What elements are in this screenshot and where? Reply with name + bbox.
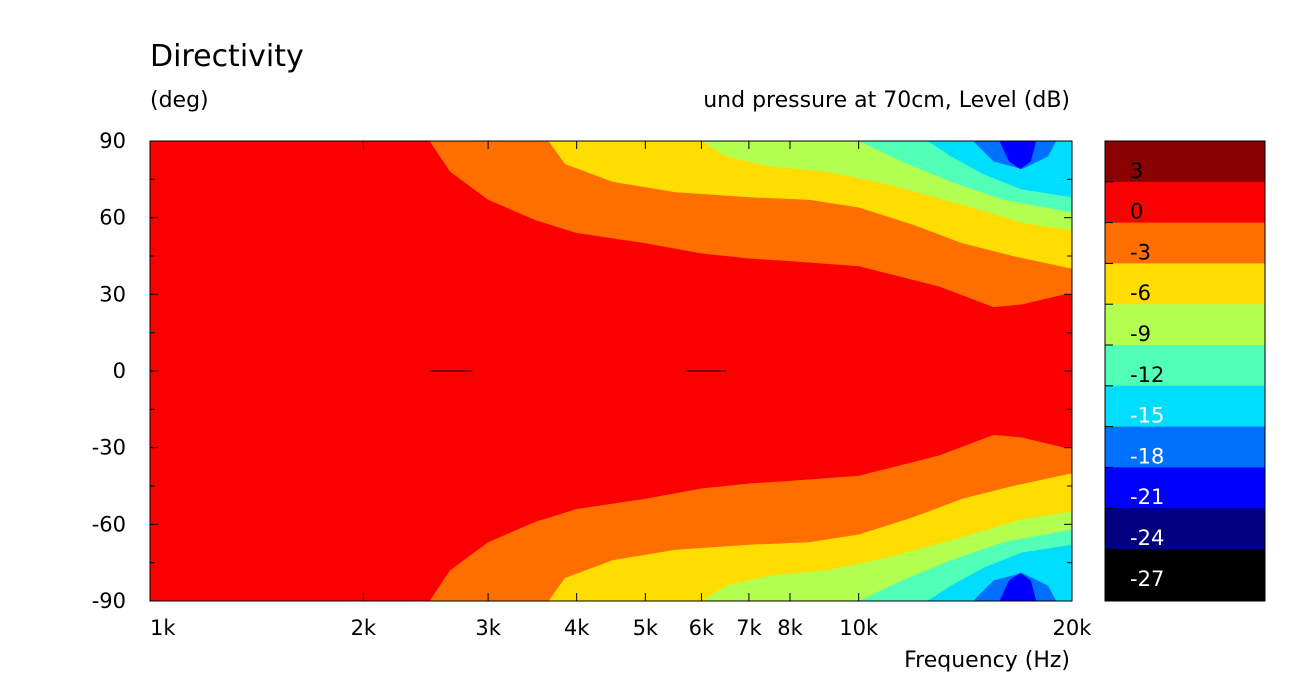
colorbar-label-2: -3 [1130,240,1151,264]
y-axis-label: (deg) [150,88,209,113]
colorbar-segment-3 [1105,263,1265,305]
colorbar-segment-10 [1105,549,1265,601]
contour-band-lower-6 [999,572,1072,601]
x-tick-label-7: 8k [777,616,803,640]
colorbar-segment-6 [1105,385,1265,428]
x-axis-label: Frequency (Hz) [904,648,1070,673]
chart-title: Directivity [150,39,304,74]
colorbar-label-7: -18 [1130,444,1164,468]
y-tick-label-0: 90 [99,129,126,153]
x-tick-label-5: 6k [689,616,715,640]
axes: 1k 2k 3k 4k 5k 6k 7k 8k 10k 20k 90 60 30 0 -30 -60 -90 [92,129,1093,640]
x-tick-label-9: 20k [1053,616,1093,640]
x-tick-label-0: 1k [150,616,176,640]
contour-band-upper-6 [999,141,1072,170]
colorbar-segment-8 [1105,467,1265,509]
colorbar-segment-0 [1105,141,1265,183]
colorbar-segment-9 [1105,508,1265,550]
y-tick-label-2: 30 [99,282,126,306]
colorbar-label: und pressure at 70cm, Level (dB) [703,88,1070,113]
x-tick-label-4: 5k [633,616,659,640]
colorbar-label-4: -9 [1130,322,1151,346]
colorbar-label-8: -21 [1130,485,1164,509]
colorbar-label-1: 0 [1130,200,1143,224]
colorbar-frame [1104,140,1266,602]
x-tick-label-1: 2k [351,616,377,640]
colorbar: 3 0 -3 -6 -9 -12 -15 -18 -21 -24 -27 [1104,140,1266,602]
contour-bands [429,141,1072,601]
colorbar-label-9: -24 [1130,526,1164,550]
y-tick-label-5: -60 [92,512,126,536]
colorbar-segment-7 [1105,426,1265,468]
colorbar-segment-1 [1105,181,1265,224]
colorbar-segment-4 [1105,304,1265,346]
y-tick-label-1: 60 [99,206,126,230]
colorbar-label-5: -12 [1130,363,1164,387]
x-tick-label-8: 10k [839,616,879,640]
colorbar-label-6: -15 [1130,404,1164,428]
colorbar-segment-5 [1105,345,1265,387]
colorbar-label-10: -27 [1130,567,1164,591]
colorbar-label-0: 3 [1130,159,1143,183]
y-tick-label-3: 0 [113,359,126,383]
colorbar-label-3: -6 [1130,281,1151,305]
x-tick-label-3: 4k [564,616,590,640]
x-tick-label-2: 3k [475,616,501,640]
colorbar-segment-2 [1105,222,1265,264]
y-tick-label-6: -90 [92,589,126,613]
x-tick-label-6: 7k [736,616,762,640]
y-tick-label-4: -30 [92,436,126,460]
